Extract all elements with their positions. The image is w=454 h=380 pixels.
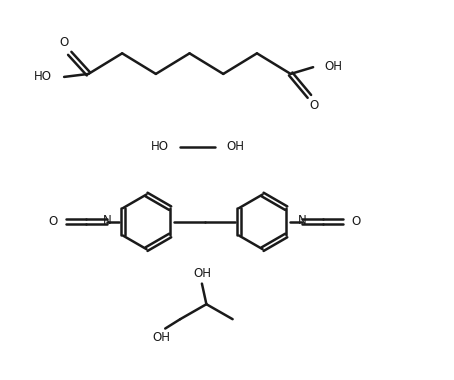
Text: OH: OH (324, 60, 342, 73)
Text: OH: OH (226, 141, 244, 154)
Text: N: N (298, 214, 306, 227)
Text: HO: HO (34, 70, 52, 83)
Text: O: O (59, 36, 69, 49)
Text: O: O (48, 215, 57, 228)
Text: HO: HO (151, 141, 169, 154)
Text: O: O (309, 99, 319, 112)
Text: O: O (352, 215, 361, 228)
Text: OH: OH (153, 331, 170, 344)
Text: N: N (103, 214, 111, 227)
Text: OH: OH (193, 267, 211, 280)
